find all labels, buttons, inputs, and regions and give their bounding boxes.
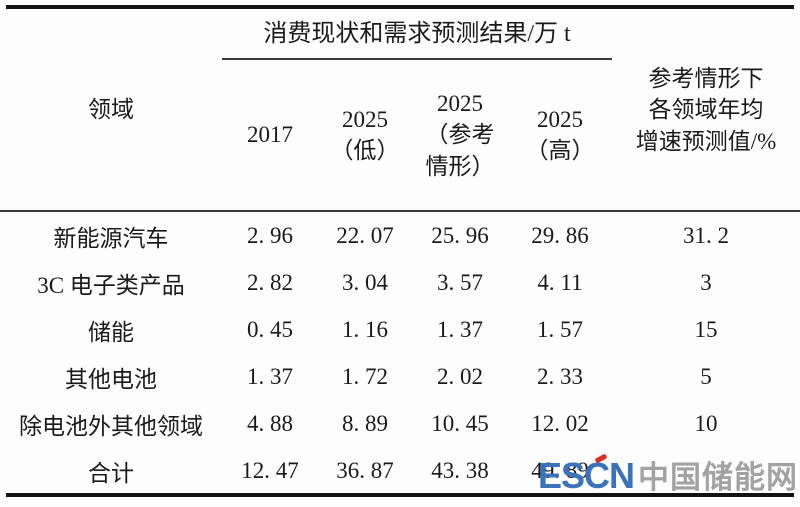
table-bottom-rule xyxy=(6,493,794,497)
table-row: 3C 电子类产品 2. 82 3. 04 3. 57 4. 11 3 xyxy=(0,259,800,306)
cell-value: 8. 89 xyxy=(342,410,388,436)
cell-value: 1. 37 xyxy=(437,316,483,342)
cell-value: 10. 45 xyxy=(431,410,489,436)
table-body: 新能源汽车 2. 96 22. 07 25. 96 29. 86 31. 2 3… xyxy=(0,210,800,494)
cell-value: 49. 89 xyxy=(531,457,589,483)
row-label: 新能源汽车 xyxy=(53,225,169,251)
table-row: 除电池外其他领域 4. 88 8. 89 10. 45 12. 02 10 xyxy=(0,400,800,447)
cell-value: 2. 82 xyxy=(247,269,293,295)
cell-value: 0. 45 xyxy=(247,316,293,342)
cell-value: 5 xyxy=(700,363,712,389)
row-label: 除电池外其他领域 xyxy=(19,413,203,439)
cell-value: 1. 16 xyxy=(342,316,388,342)
cell-value: 1. 57 xyxy=(537,316,583,342)
cell-value: 15 xyxy=(694,316,718,342)
row-label: 其他电池 xyxy=(65,366,157,392)
column-header-field: 领域 xyxy=(88,97,134,123)
column-header-2017: 2017 xyxy=(247,122,293,148)
row-label: 合计 xyxy=(88,460,134,486)
column-header-2025-high: 2025 （高） xyxy=(525,106,595,163)
column-group-header-forecast: 消费现状和需求预测结果/万 t xyxy=(222,10,612,60)
cell-value: 3. 57 xyxy=(437,269,483,295)
table-row: 新能源汽车 2. 96 22. 07 25. 96 29. 86 31. 2 xyxy=(0,212,800,259)
cell-value: 2. 02 xyxy=(437,363,483,389)
cell-value: 1. 72 xyxy=(342,363,388,389)
row-label: 3C 电子类产品 xyxy=(37,272,185,298)
row-label: 储能 xyxy=(88,319,134,345)
cell-value: 2. 96 xyxy=(247,222,293,248)
cell-value: 36. 87 xyxy=(336,457,394,483)
cell-value: 31. 2 xyxy=(683,222,729,248)
cell-value: 43. 38 xyxy=(431,457,489,483)
cell-value: 10 xyxy=(694,410,718,436)
table-header: 领域 消费现状和需求预测结果/万 t 2017 2025 （低） 2025 （参… xyxy=(0,10,800,210)
cell-value: 4. 11 xyxy=(537,269,583,295)
cell-value: 22. 07 xyxy=(336,222,394,248)
cell-value: 12. 02 xyxy=(531,410,589,436)
cell-value: 25. 96 xyxy=(431,222,489,248)
cell-value: 12. 47 xyxy=(241,457,299,483)
column-header-2025-low: 2025 （低） xyxy=(330,106,400,163)
table-row-total: 合计 12. 47 36. 87 43. 38 49. 89 xyxy=(0,447,800,494)
column-header-growth-rate: 参考情形下 各领域年均 增速预测值/% xyxy=(635,66,777,154)
table-row: 储能 0. 45 1. 16 1. 37 1. 57 15 xyxy=(0,306,800,353)
cell-value: 2. 33 xyxy=(537,363,583,389)
column-header-2025-reference: 2025 （参考 情形） xyxy=(425,91,495,179)
cell-value: 3. 04 xyxy=(342,269,388,295)
table-row: 其他电池 1. 37 1. 72 2. 02 2. 33 5 xyxy=(0,353,800,400)
cell-value: 4. 88 xyxy=(247,410,293,436)
table-top-rule xyxy=(6,5,794,9)
cell-value: 1. 37 xyxy=(247,363,293,389)
cell-value: 29. 86 xyxy=(531,222,589,248)
cell-value: 3 xyxy=(700,269,712,295)
